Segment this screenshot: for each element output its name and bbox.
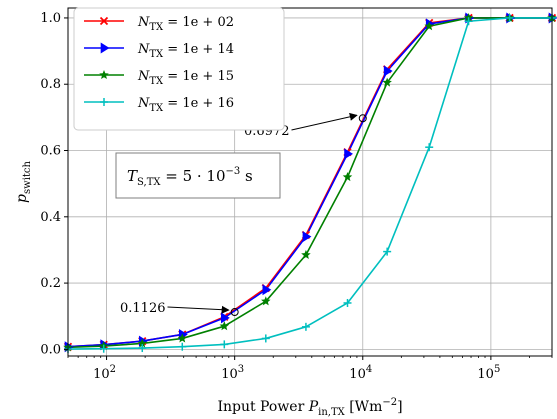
- x-tick-base: 10: [477, 367, 494, 382]
- annotation-label-1: 0.1126: [120, 301, 166, 316]
- textbox-sub: S,TX: [137, 177, 161, 188]
- data-point-1-6: [302, 231, 312, 243]
- y-tick-label: 0.2: [40, 276, 61, 291]
- data-point-3-1: [99, 344, 108, 353]
- legend-label-2: NTX = 1e + 15: [137, 69, 234, 87]
- data-point-2-8: [382, 77, 392, 87]
- legend-frame: [73, 7, 285, 131]
- textbox-base: T: [127, 167, 138, 185]
- data-point-3-7: [343, 298, 352, 307]
- annotation-point-1: [230, 308, 239, 317]
- x-tick-base: 10: [93, 367, 110, 382]
- legend-eq: = 1e + 16: [163, 96, 234, 111]
- data-point-3-4: [220, 340, 229, 349]
- data-point-2-4: [219, 321, 230, 331]
- x-tick-label: 105: [477, 364, 500, 382]
- annotation-point-0: [358, 114, 367, 123]
- data-point-3-6: [301, 322, 310, 331]
- data-point-1-7: [344, 148, 354, 160]
- legend-base: N: [137, 69, 150, 84]
- data-point-1-4: [221, 312, 230, 324]
- x-axis-label-sub: in,TX: [318, 407, 345, 418]
- textbox-text: TS,TX = 5 · 10−3 s: [127, 166, 253, 188]
- legend-label-3: NTX = 1e + 16: [137, 96, 234, 114]
- legend-eq: = 1e + 15: [163, 69, 234, 84]
- plot-frame: [67, 7, 553, 357]
- legend-entry-1: NTX = 1e + 14: [84, 42, 234, 60]
- x-tick-base: 10: [221, 367, 238, 382]
- y-tick-label: 0.4: [40, 210, 61, 225]
- data-point-3-9: [425, 143, 434, 152]
- textbox-frame: [115, 152, 281, 199]
- x-axis-label-base: P: [308, 399, 319, 415]
- x-tick-exp: 3: [238, 364, 244, 375]
- x-tick-label: 104: [349, 364, 372, 382]
- legend-entry-3: NTX = 1e + 16: [84, 96, 234, 114]
- y-tick-label: 0.0: [40, 342, 61, 357]
- y-axis-label-base: p: [14, 194, 30, 203]
- y-tick-label: 1.0: [40, 11, 61, 26]
- x-axis-label-unit-pre: [Wm: [345, 399, 383, 415]
- x-axis-label-unit-post: ]: [397, 399, 402, 415]
- y-tick-label: 0.6: [40, 144, 61, 159]
- parameter-textbox: TS,TX = 5 · 10−3 s: [115, 152, 281, 199]
- data-point-1-5: [262, 284, 272, 296]
- x-tick-exp: 5: [494, 364, 500, 375]
- data-point-3-5: [261, 334, 270, 343]
- data-point-2-9: [424, 21, 434, 31]
- textbox-unit: s: [240, 167, 252, 185]
- data-point-3-11: [505, 13, 514, 22]
- data-point-legend3-0: [100, 98, 108, 106]
- textbox-eq: = 5 · 10: [160, 167, 225, 185]
- data-point-legend1-0: [100, 42, 110, 54]
- x-tick-exp: 4: [366, 364, 372, 375]
- x-tick-label: 102: [93, 364, 116, 382]
- annotation-arrow-1: [167, 305, 230, 314]
- data-point-3-8: [383, 247, 392, 256]
- x-axis-ticks: 102 103 104 105: [67, 356, 553, 382]
- data-point-2-7: [342, 172, 353, 182]
- x-axis-label: Input Power Pin,TX [Wm−2]: [217, 397, 402, 418]
- textbox-exp: −3: [226, 166, 241, 177]
- data-point-2-6: [301, 249, 311, 259]
- x-tick-label: 103: [221, 364, 244, 382]
- legend-entry-2: NTX = 1e + 15: [84, 69, 234, 87]
- y-tick-label: 0.8: [40, 77, 61, 92]
- legend-eq: = 1e + 14: [163, 42, 234, 57]
- data-point-2-3: [177, 333, 188, 343]
- data-point-3-3: [178, 342, 187, 351]
- data-point-legend2-0: [99, 70, 109, 80]
- y-axis-label: pswitch: [14, 160, 33, 202]
- x-tick-exp: 2: [110, 364, 116, 375]
- data-point-2-2: [137, 338, 148, 348]
- x-axis-label-pre: Input Power: [217, 399, 308, 415]
- legend-base: N: [137, 42, 150, 57]
- legend-base: N: [137, 96, 150, 111]
- legend-base: N: [137, 15, 150, 30]
- legend-label-1: NTX = 1e + 14: [137, 42, 234, 60]
- legend-sub: TX: [149, 22, 164, 33]
- data-point-3-10: [464, 17, 473, 26]
- legend-entry-0: NTX = 1e + 02: [84, 15, 234, 33]
- legend-label-0: NTX = 1e + 02: [137, 15, 234, 33]
- legend-sub: TX: [149, 103, 164, 114]
- annotation-arrow-0: [291, 112, 358, 131]
- legend-sub: TX: [149, 76, 164, 87]
- data-point-legend0-0: [99, 16, 109, 26]
- legend-eq: = 1e + 02: [163, 15, 234, 30]
- legend-sub: TX: [149, 49, 164, 60]
- x-tick-base: 10: [349, 367, 366, 382]
- data-point-1-8: [383, 65, 393, 77]
- y-axis-label-sub: switch: [22, 160, 33, 194]
- data-point-2-5: [261, 296, 271, 306]
- x-axis-label-unit-exp: −2: [382, 397, 397, 408]
- data-point-3-2: [138, 344, 147, 353]
- y-axis-ticks: 0.0 0.2 0.4 0.6 0.8 1.0: [40, 11, 68, 357]
